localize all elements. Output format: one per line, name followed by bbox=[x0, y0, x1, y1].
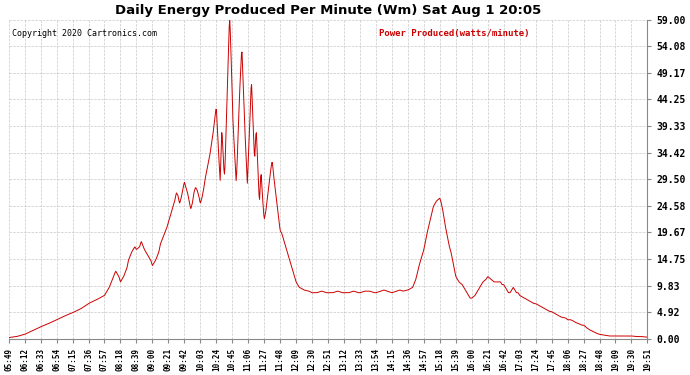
Title: Daily Energy Produced Per Minute (Wm) Sat Aug 1 20:05: Daily Energy Produced Per Minute (Wm) Sa… bbox=[115, 4, 541, 17]
Text: Copyright 2020 Cartronics.com: Copyright 2020 Cartronics.com bbox=[12, 29, 157, 38]
Text: Power Produced(watts/minute): Power Produced(watts/minute) bbox=[379, 29, 530, 38]
